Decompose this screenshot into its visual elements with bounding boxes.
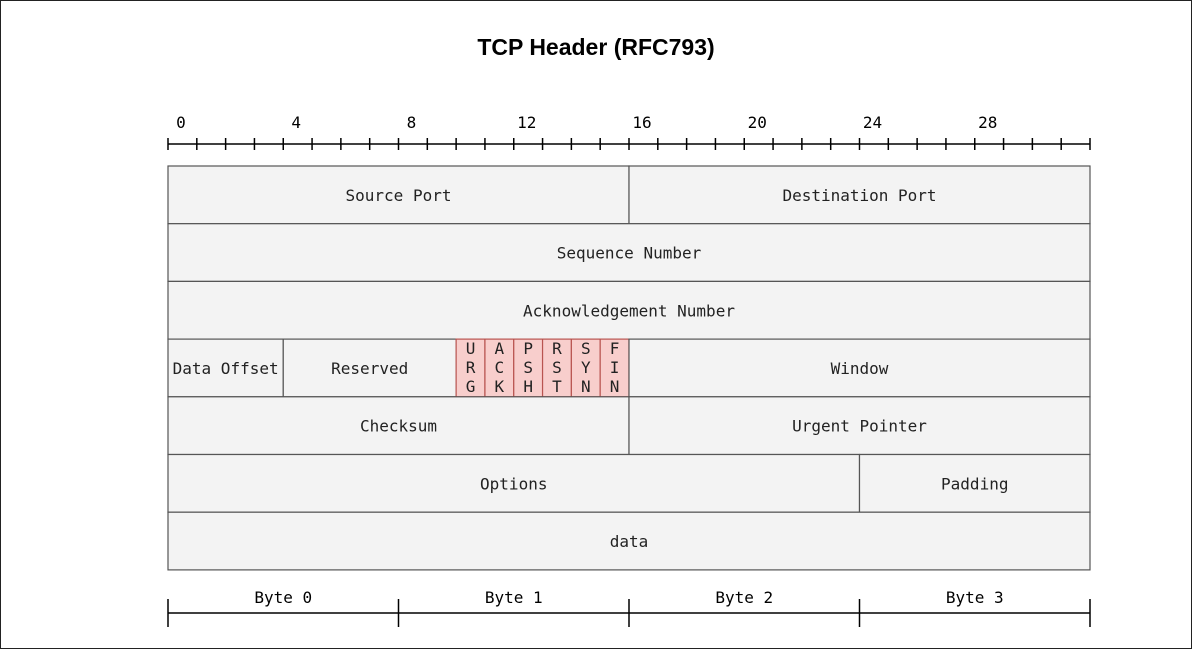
field-urgent-pointer-box bbox=[628, 396, 1091, 456]
bit-ruler-label: 24 bbox=[863, 113, 882, 132]
field-sequence-number-box bbox=[167, 223, 1091, 282]
field-flag-rst-box bbox=[541, 338, 572, 398]
field-reserved-label: Reserved bbox=[331, 359, 408, 378]
field-reserved-box bbox=[282, 338, 457, 398]
field-acknowledgement-number-label: Acknowledgement Number bbox=[523, 301, 735, 320]
bit-ruler-label: 12 bbox=[517, 113, 536, 132]
field-data-box bbox=[167, 511, 1091, 571]
byte-label: Byte 0 bbox=[254, 588, 312, 607]
field-flag-psh-box bbox=[513, 338, 544, 398]
field-padding-box bbox=[858, 453, 1091, 513]
bit-ruler-label: 20 bbox=[748, 113, 767, 132]
bit-ruler-label: 28 bbox=[978, 113, 997, 132]
byte-label: Byte 2 bbox=[715, 588, 773, 607]
byte-label: Byte 3 bbox=[946, 588, 1004, 607]
field-window-box bbox=[628, 338, 1091, 398]
field-acknowledgement-number-box bbox=[167, 280, 1091, 340]
field-flag-fin-box bbox=[599, 338, 630, 398]
field-sequence-number-label: Sequence Number bbox=[557, 244, 702, 263]
byte-label: Byte 1 bbox=[485, 588, 543, 607]
diagram-title: TCP Header (RFC793) bbox=[477, 34, 715, 60]
field-checksum-box bbox=[167, 396, 630, 456]
field-urgent-pointer-label: Urgent Pointer bbox=[792, 417, 927, 436]
bit-ruler-label: 0 bbox=[176, 113, 186, 132]
bit-ruler-label: 16 bbox=[632, 113, 651, 132]
field-options-box bbox=[167, 453, 861, 513]
bit-ruler-label: 8 bbox=[407, 113, 417, 132]
field-data-label: data bbox=[610, 532, 649, 551]
field-options-label: Options bbox=[480, 474, 547, 493]
field-padding-label: Padding bbox=[941, 474, 1008, 493]
field-data-offset-label: Data Offset bbox=[173, 359, 279, 378]
field-flag-ack-box bbox=[484, 338, 515, 398]
bit-ruler-label: 4 bbox=[291, 113, 301, 132]
field-destination-port-label: Destination Port bbox=[782, 186, 936, 205]
field-source-port-label: Source Port bbox=[346, 186, 452, 205]
field-destination-port-box bbox=[628, 165, 1091, 225]
field-window-label: Window bbox=[831, 359, 889, 378]
field-flag-urg-box bbox=[455, 338, 486, 398]
field-checksum-label: Checksum bbox=[360, 417, 437, 436]
field-data-offset-box bbox=[167, 338, 284, 398]
